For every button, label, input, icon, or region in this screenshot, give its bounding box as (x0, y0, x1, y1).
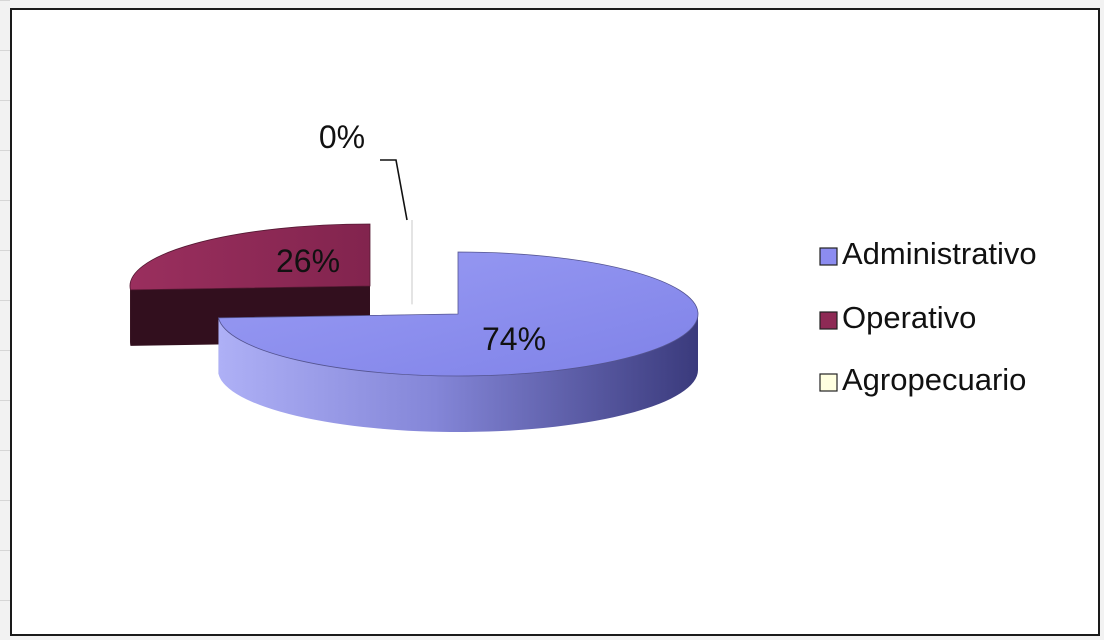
legend-label: Administrativo (842, 236, 1037, 271)
legend-swatch (819, 373, 838, 392)
chart-area: 74% 26% 0% Administrativo Operativo Agropecu… (10, 8, 1100, 636)
data-label-agropecuario: 0% (319, 119, 365, 155)
pie-chart: 74% 26% 0% Administrativo Operativo Agropecu… (129, 119, 1037, 433)
legend: Administrativo Operativo Agropecuario (819, 236, 1037, 397)
legend-item-agropecuario: Agropecuario (819, 362, 1026, 397)
legend-label: Operativo (842, 300, 976, 335)
data-label-administrativo: 74% (482, 321, 546, 357)
legend-item-operativo: Operativo (819, 300, 976, 335)
sheet-gridlines (0, 0, 10, 640)
legend-label: Agropecuario (842, 362, 1026, 397)
legend-swatch (819, 311, 838, 330)
data-label-operativo: 26% (276, 243, 340, 279)
legend-item-administrativo: Administrativo (819, 236, 1037, 271)
pie-slice-operativo (129, 223, 371, 346)
pie-slice-administrativo (217, 251, 699, 433)
leader-line (380, 159, 408, 221)
legend-swatch (819, 247, 838, 266)
